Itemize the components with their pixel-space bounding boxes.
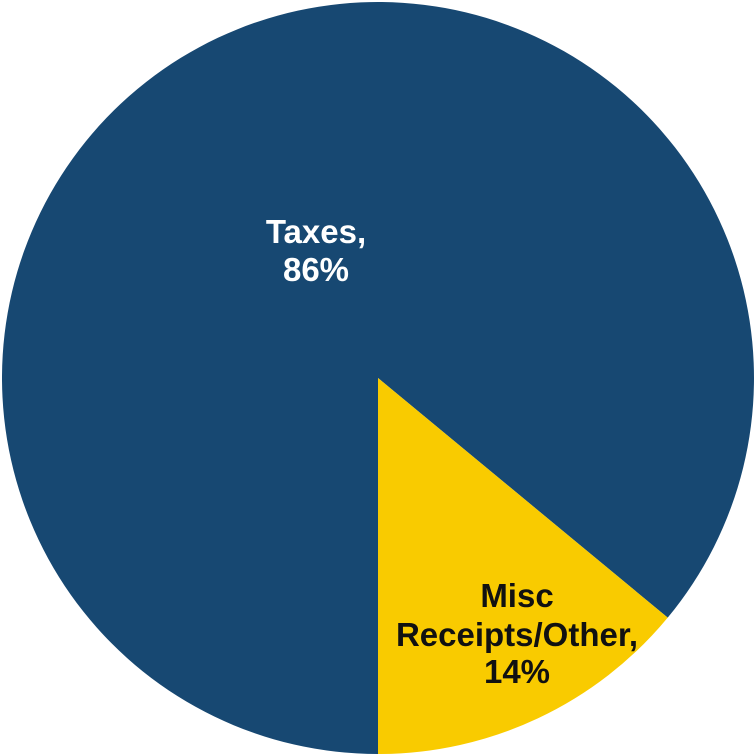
pie-labels: Taxes, 86% Misc Receipts/Other, 14% [266, 213, 638, 690]
slice-label-misc-value: 14% [484, 653, 550, 690]
slice-label-misc-line1: Misc [480, 577, 553, 614]
slice-misc-receipts-other [378, 378, 668, 754]
slice-label-taxes-value: 86% [283, 251, 349, 288]
slice-label-misc-line2: Receipts/Other, [396, 616, 638, 653]
slice-label-taxes-name: Taxes, [266, 213, 366, 250]
